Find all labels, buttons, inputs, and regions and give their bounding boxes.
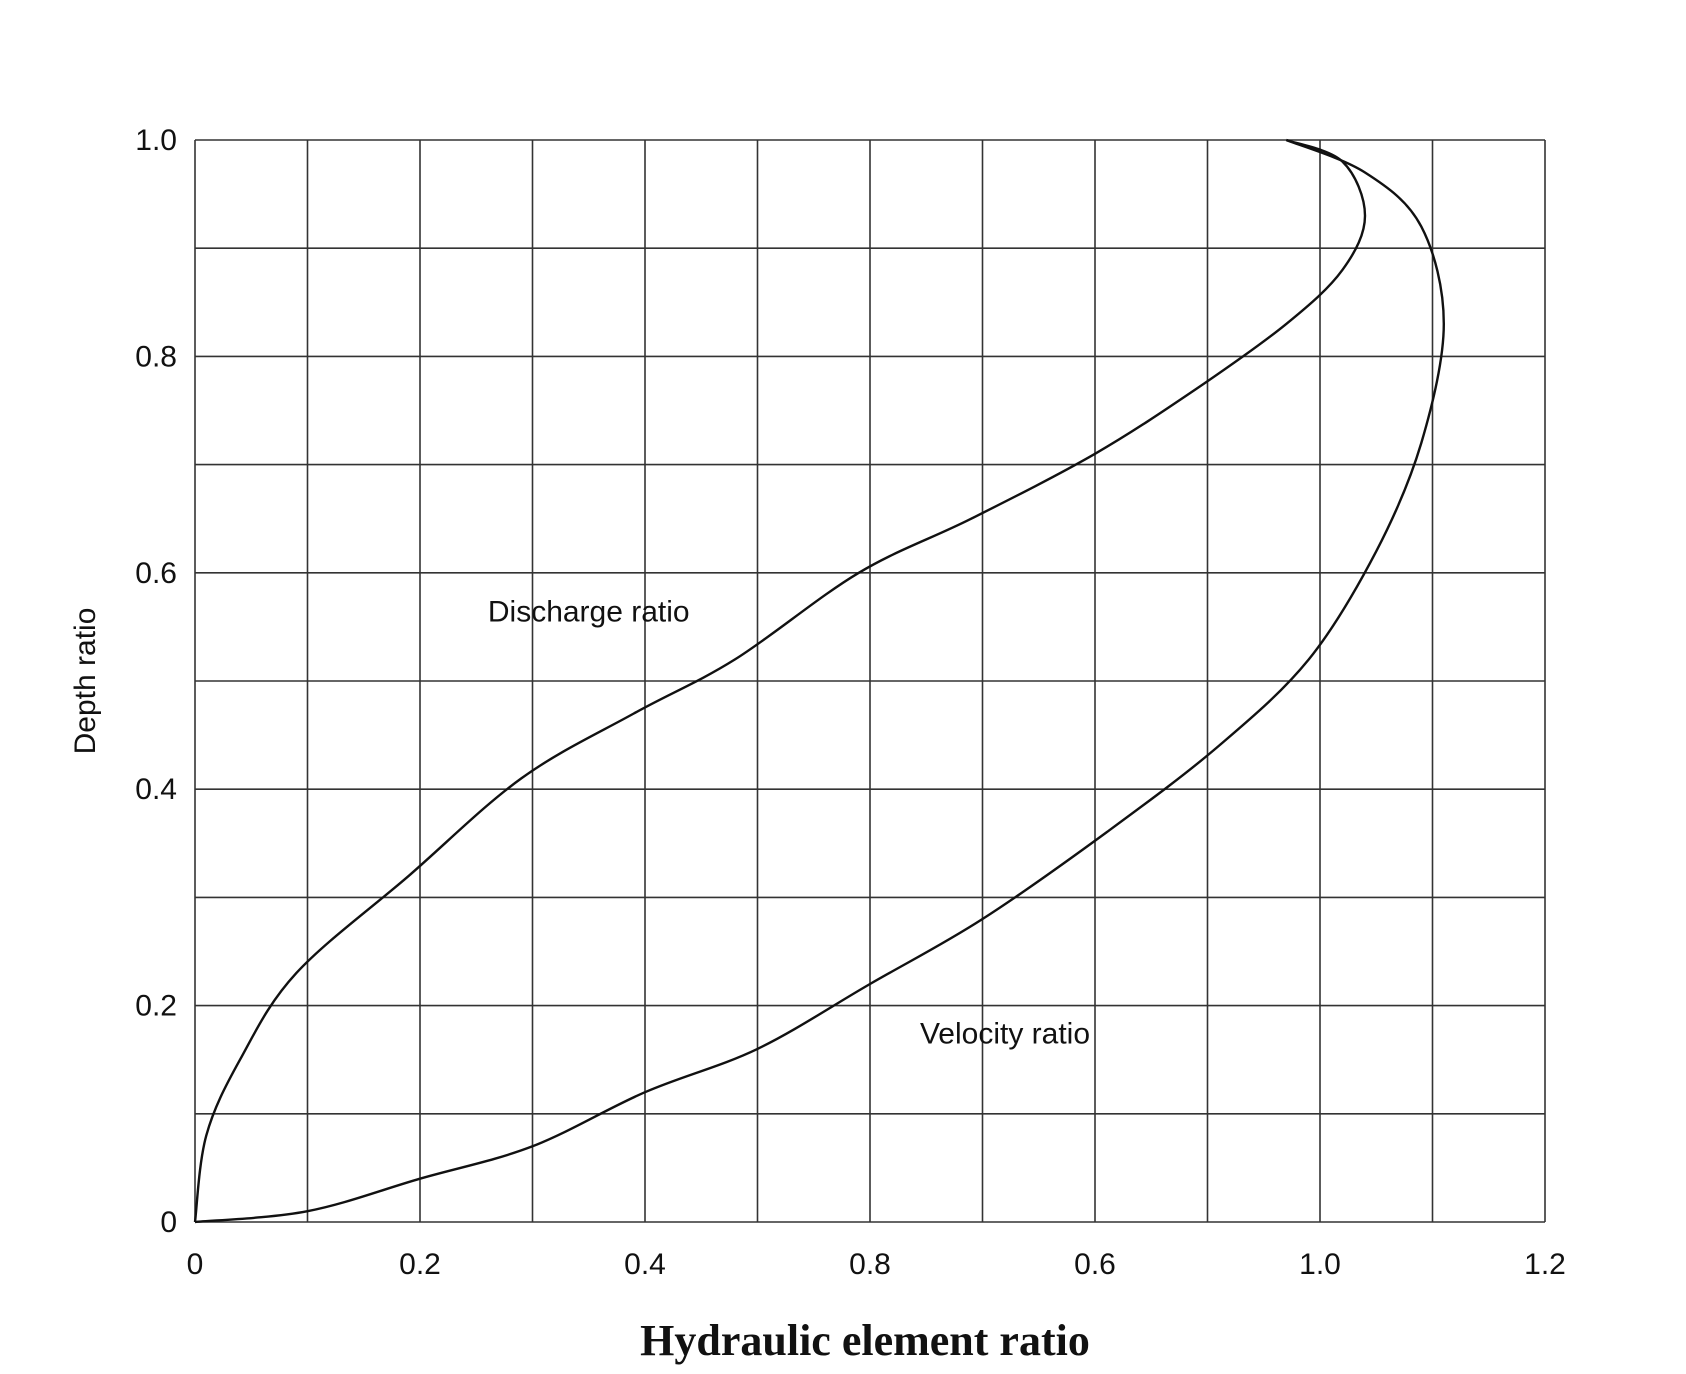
- discharge-ratio-label: Discharge ratio: [488, 595, 690, 628]
- y-tick-label: 0.2: [135, 990, 177, 1023]
- labels: 0 0.2 0.4 0.8 0.6 1.0 1.2 0 0.2 0.4 0.6 0.8 1.0 Depth…: [69, 124, 1566, 1365]
- x-tick-label: 1.2: [1524, 1248, 1566, 1281]
- x-tick-label: 0.6: [1074, 1248, 1116, 1281]
- y-tick-label: 0.4: [135, 773, 177, 806]
- y-tick-label: 0: [160, 1206, 177, 1239]
- x-tick-label: 0.2: [399, 1248, 441, 1281]
- velocity-ratio-label: Velocity ratio: [920, 1017, 1090, 1050]
- x-tick-label: 0: [187, 1248, 204, 1281]
- discharge-ratio-curve: [193, 138, 1367, 1223]
- y-tick-label: 0.8: [135, 340, 177, 373]
- x-tick-label: 0.8: [849, 1248, 891, 1281]
- curves: [193, 138, 1446, 1224]
- velocity-ratio-curve: [194, 138, 1446, 1224]
- y-tick-label: 0.6: [135, 557, 177, 590]
- y-axis-label: Depth ratio: [69, 608, 102, 755]
- x-tick-label: 1.0: [1299, 1248, 1341, 1281]
- y-tick-label: 1.0: [135, 124, 177, 157]
- x-axis-title: Hydraulic element ratio: [640, 1316, 1090, 1365]
- grid: [194, 139, 1546, 1223]
- x-tick-label: 0.4: [624, 1248, 666, 1281]
